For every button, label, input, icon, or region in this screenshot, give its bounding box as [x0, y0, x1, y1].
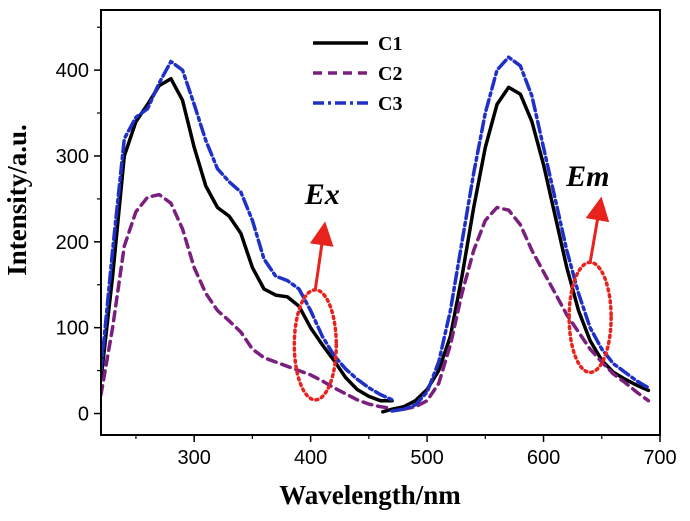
x-tick-label: 400 — [294, 447, 327, 469]
em-arrow — [585, 196, 610, 263]
series-c1-emission-line — [381, 85, 651, 414]
y-tick-label: 0 — [78, 404, 89, 426]
x-axis-title: Wavelength/nm — [279, 480, 461, 510]
x-tick-label: 700 — [643, 447, 676, 469]
em-highlight-ellipse — [567, 260, 613, 375]
y-tick-label: 300 — [56, 146, 89, 168]
ex-arrow — [309, 221, 334, 291]
legend-label-c1: C1 — [378, 33, 402, 55]
series-c2-excitation-line — [101, 192, 394, 411]
ex-annotation-label: Ex — [304, 178, 340, 211]
y-axis-title: Intensity/a.u. — [2, 124, 32, 276]
legend: C1 C2 C3 — [313, 33, 402, 115]
x-tick-label: 600 — [527, 447, 560, 469]
series-c3-excitation-line — [101, 59, 394, 402]
em-annotation-label: Em — [565, 160, 609, 193]
ex-highlight-ellipse — [292, 288, 339, 402]
plot-frame — [100, 9, 661, 436]
y-tick-label: 200 — [56, 232, 89, 254]
series-c2-emission-line — [402, 205, 651, 411]
legend-label-c2: C2 — [378, 63, 402, 85]
x-tick-label: 500 — [410, 447, 443, 469]
legend-label-c3: C3 — [378, 93, 402, 115]
y-tick-label: 400 — [56, 60, 89, 82]
series-c1-excitation-line — [101, 76, 394, 403]
series-c3-emission-line — [390, 55, 651, 413]
y-tick-label: 100 — [56, 318, 89, 340]
x-tick-label: 300 — [177, 447, 210, 469]
